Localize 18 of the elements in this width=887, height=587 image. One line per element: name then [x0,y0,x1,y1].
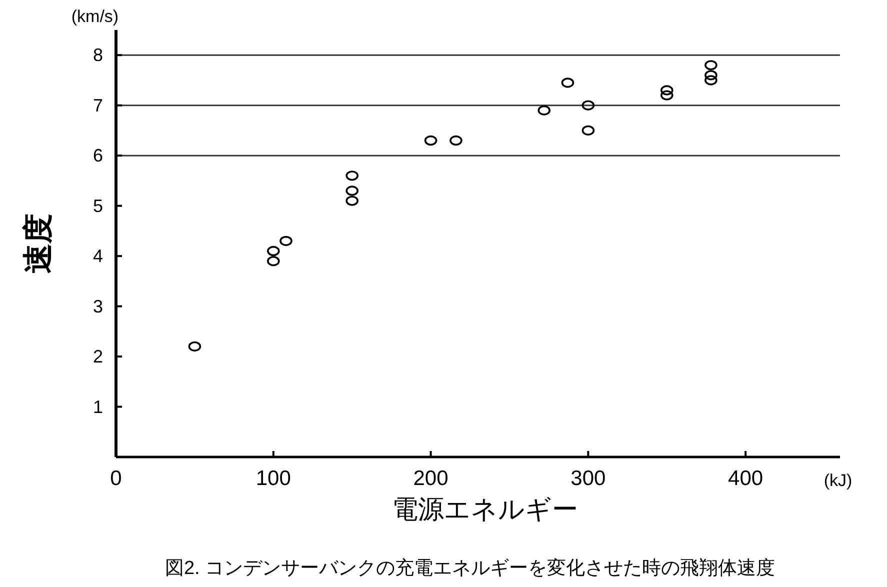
ylabel: 速度 [22,214,55,274]
xlabel: 電源エネルギー [392,494,578,524]
annotation: (kJ) [824,471,852,490]
ytick: 1 [93,396,103,417]
ytick: 8 [93,45,103,66]
ytick: 6 [93,146,103,166]
ytick: 2 [93,346,103,367]
xtick: 200 [413,467,448,490]
xtick: 100 [256,467,291,490]
ytick: 3 [93,296,103,316]
xtick: 0 [110,467,122,490]
ytick: 7 [93,95,103,116]
ytick: 5 [93,196,103,216]
annotation: (km/s) [71,7,119,26]
ytick: 4 [93,246,103,266]
xtick: 400 [728,467,764,490]
xtick: 300 [570,467,606,490]
title: 図2. コンデンサーバンクの充電エネルギーを変化させた時の飛翔体速度 [164,558,776,579]
